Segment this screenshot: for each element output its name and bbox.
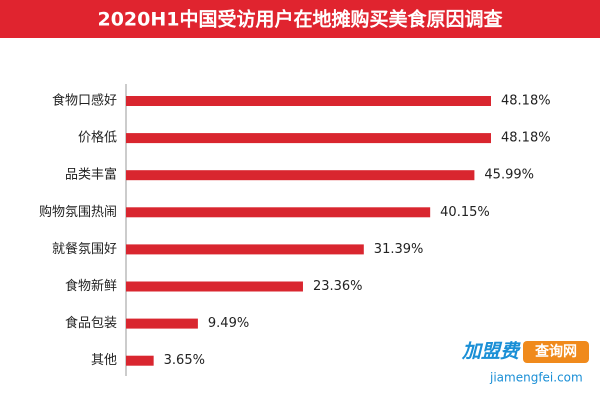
value-label: 9.49% xyxy=(208,316,249,331)
value-label: 40.15% xyxy=(440,205,490,220)
category-label: 其他 xyxy=(91,353,117,368)
category-label: 食物口感好 xyxy=(52,93,117,109)
value-label: 23.36% xyxy=(313,279,363,294)
category-label: 就餐氛围好 xyxy=(52,241,117,257)
bar xyxy=(126,133,491,144)
watermark-badge: 查询网 xyxy=(535,343,577,360)
watermark-site: jiamengfei.com xyxy=(489,371,583,385)
value-label: 48.18% xyxy=(501,94,551,109)
bar xyxy=(126,170,475,181)
watermark-brand: 加盟费 xyxy=(461,341,521,363)
bar xyxy=(126,281,303,292)
category-label: 食品包装 xyxy=(65,315,117,331)
bar xyxy=(126,96,491,106)
bar xyxy=(126,355,154,366)
category-label: 价格低 xyxy=(78,130,117,146)
watermark: 加盟费 查询网 jiamengfei.com xyxy=(461,341,589,385)
title-banner xyxy=(0,0,600,38)
category-label: 食物新鲜 xyxy=(65,278,117,294)
value-label: 48.18% xyxy=(501,131,551,146)
bar xyxy=(126,318,198,329)
chart-title: 2020H1中国受访用户在地摊购买美食原因调查 xyxy=(97,8,503,31)
category-label: 购物氛围热闹 xyxy=(39,204,117,220)
value-label: 31.39% xyxy=(374,242,424,257)
category-label: 品类丰富 xyxy=(65,167,117,183)
value-label: 45.99% xyxy=(484,168,534,183)
value-label: 3.65% xyxy=(164,353,205,368)
bar xyxy=(126,207,431,218)
watermark-badge-bg xyxy=(523,341,589,363)
bar xyxy=(126,244,364,255)
